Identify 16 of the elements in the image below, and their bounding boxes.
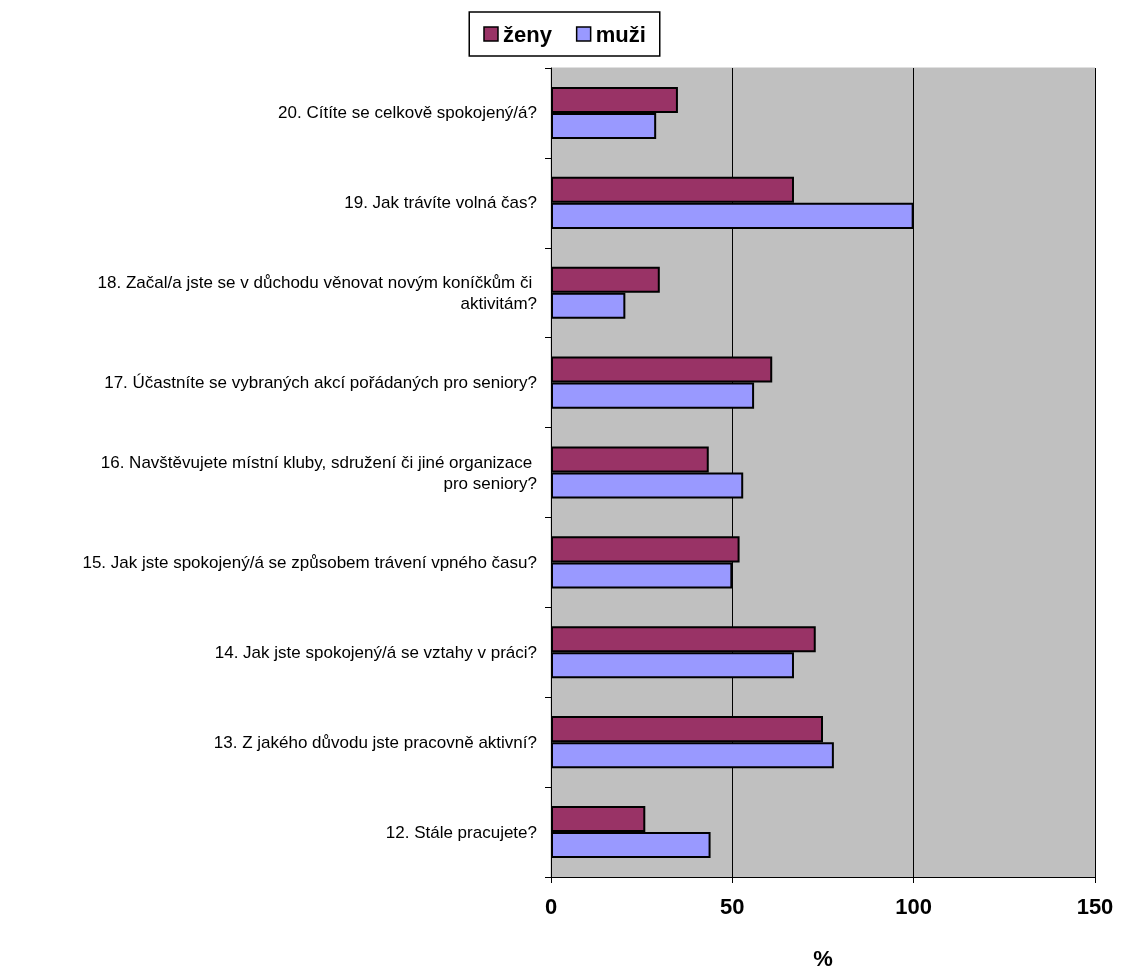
y-tick-label: 13. Z jakého důvodu jste pracovně aktivní? [213, 732, 537, 752]
x-tick-label: 100 [895, 893, 933, 919]
y-tick-label: 19. Jak trávíte volná čas? [344, 193, 537, 213]
legend-label: muži [595, 21, 646, 47]
y-tick-label: 20. Cítíte se celkově spokojený/á? [278, 103, 537, 123]
y-tick-label: 17. Účastníte se vybraných akcí pořádaných pro seniory? [104, 373, 537, 393]
x-tick-label: 50 [720, 893, 745, 919]
y-tick-label: 18. Začal/a jste se v důchodu věnovat novým koníčkům či aktivitám? [97, 272, 537, 313]
x-axis-title: % [813, 945, 833, 971]
legend-label: ženy [502, 21, 553, 47]
x-tick-label: 0 [544, 893, 558, 919]
x-tick-label: 150 [1076, 893, 1114, 919]
y-tick-label: 16. Navštěvujete místní kluby, sdružení či jiné organizace pro seniory? [100, 452, 537, 493]
y-tick-label: 14. Jak jste spokojený/á se vztahy v práci? [214, 642, 537, 662]
y-tick-label: 12. Stále pracujete? [385, 822, 537, 842]
y-tick-label: 15. Jak jste spokojený/á se způsobem trávení vpného času? [82, 552, 537, 572]
